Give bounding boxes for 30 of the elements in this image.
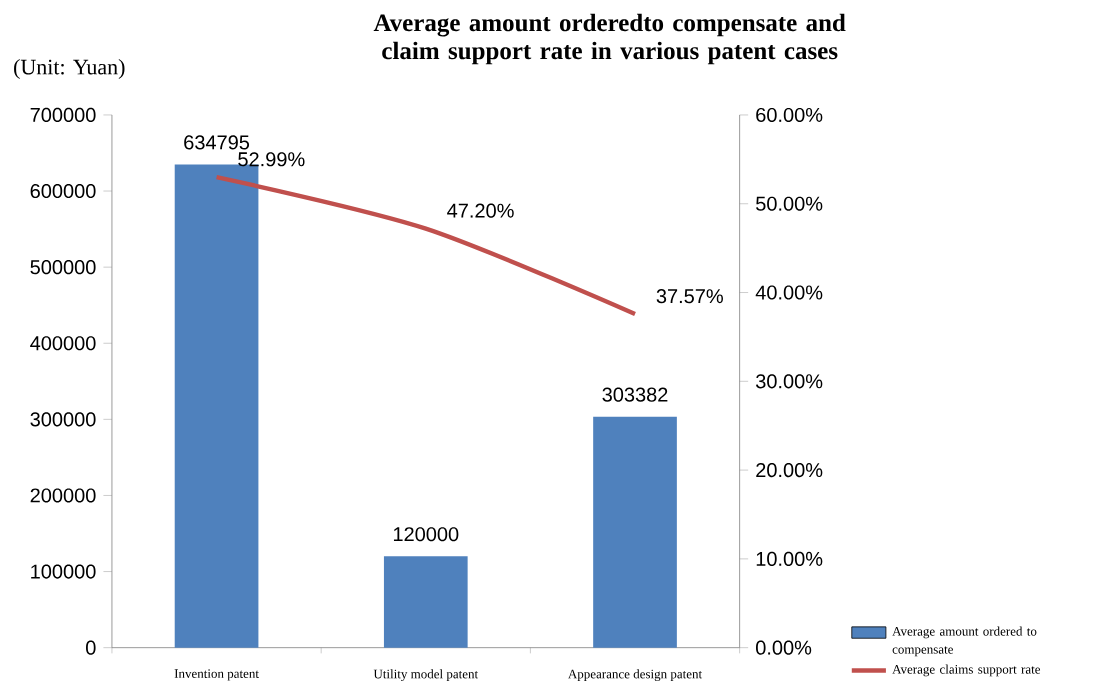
data-label: 47.20% <box>447 203 514 218</box>
data-label: 120000 <box>393 527 459 542</box>
y2-tick-label: 60.00% <box>756 108 823 123</box>
y2-tick-label: 30.00% <box>755 374 823 389</box>
bar <box>383 556 468 648</box>
y2-tick-label: 50.00% <box>756 196 823 211</box>
data-label: 37.57% <box>656 289 723 304</box>
y2-tick-label: 10.00% <box>756 551 823 567</box>
y-tick-label: 300000 <box>30 412 96 427</box>
y2-tick-label: 40.00% <box>755 285 823 300</box>
y2-tick-label: 20.00% <box>756 463 823 478</box>
y-tick-label: 600000 <box>30 184 96 199</box>
x-tick-label: Utility model patent <box>373 669 479 682</box>
y-tick-label: 500000 <box>30 260 96 275</box>
data-label: 303382 <box>602 387 668 402</box>
bar <box>593 416 677 648</box>
y-tick-label: 100000 <box>31 564 96 579</box>
data-label: 52.99% <box>238 152 305 167</box>
chart-title: Average amount orderedto compensate and claim support rate in various patent cases <box>373 13 846 65</box>
y-tick-label: 400000 <box>30 336 96 351</box>
y-tick-label: 0 <box>86 640 96 655</box>
legend-label: Average amount ordered to compensate <box>892 626 1037 657</box>
y-tick-label: 700000 <box>30 108 96 123</box>
x-tick-label: Invention patent <box>174 669 259 681</box>
legend-label: Average claims support rate <box>892 664 1041 677</box>
x-tick-label: Appearance design patent <box>568 669 703 682</box>
data-label: 634795 <box>184 135 250 150</box>
y2-tick-label: 0.00% <box>756 640 812 655</box>
text: (Unit: Yuan) <box>14 59 125 80</box>
y-tick-label: 200000 <box>30 488 96 503</box>
